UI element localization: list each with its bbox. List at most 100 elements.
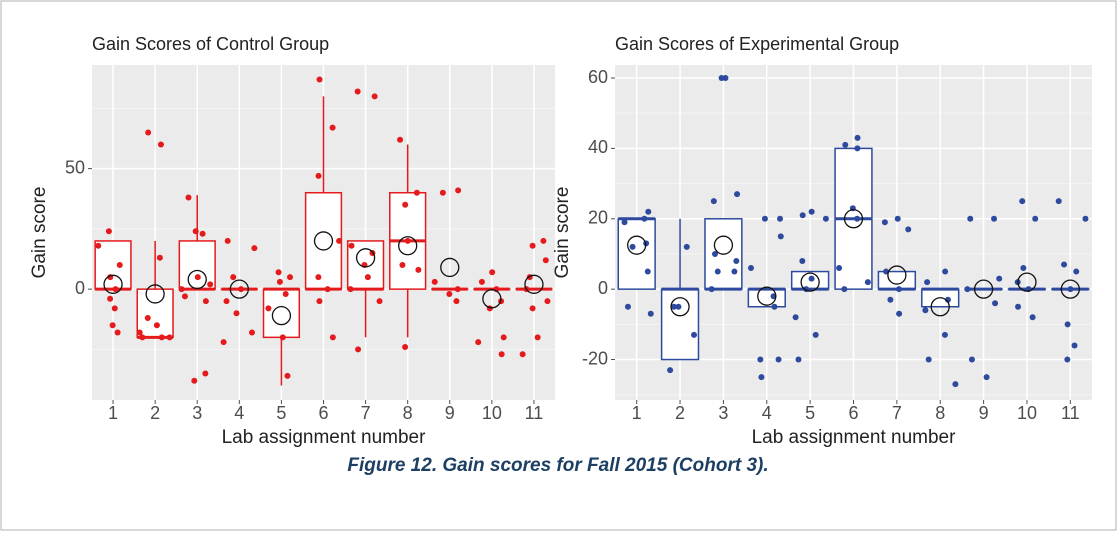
point	[186, 195, 192, 201]
box	[264, 289, 300, 337]
point	[1067, 286, 1073, 292]
point	[715, 269, 721, 275]
point	[865, 279, 871, 285]
point	[645, 209, 651, 215]
point	[203, 298, 209, 304]
x-tick-label: 9	[445, 403, 455, 423]
point	[540, 238, 546, 244]
point	[530, 305, 536, 311]
point	[630, 244, 636, 250]
point	[283, 291, 289, 297]
point	[887, 297, 893, 303]
point	[316, 298, 322, 304]
point	[625, 304, 631, 310]
x-tick-label: 11	[1061, 403, 1080, 423]
point	[95, 243, 101, 249]
point	[330, 125, 336, 131]
x-tick-label: 7	[361, 403, 371, 423]
point	[399, 262, 405, 268]
chart-title: Gain Scores of Experimental Group	[615, 34, 899, 54]
point	[855, 135, 861, 141]
point	[106, 228, 112, 234]
point	[922, 307, 928, 313]
point	[330, 334, 336, 340]
point	[265, 305, 271, 311]
point	[453, 298, 459, 304]
box	[748, 289, 785, 307]
point	[731, 269, 737, 275]
box	[137, 289, 173, 337]
point	[992, 300, 998, 306]
point	[757, 357, 763, 363]
point	[280, 334, 286, 340]
point	[402, 202, 408, 208]
point	[489, 269, 495, 275]
point	[157, 255, 163, 261]
point	[1064, 357, 1070, 363]
point	[432, 279, 438, 285]
point	[276, 269, 282, 275]
point	[446, 291, 452, 297]
point	[377, 298, 383, 304]
x-tick-label: 5	[805, 403, 815, 423]
point	[499, 351, 505, 357]
point	[799, 258, 805, 264]
point	[942, 269, 948, 275]
point	[1072, 342, 1078, 348]
caption: Figure 12. Gain scores for Fall 2015 (Co…	[347, 455, 768, 476]
point	[113, 286, 119, 292]
point	[969, 357, 975, 363]
point	[762, 216, 768, 222]
point	[836, 265, 842, 271]
point	[1065, 321, 1071, 327]
point	[158, 142, 164, 148]
point	[895, 216, 901, 222]
point	[544, 298, 550, 304]
y-axis-label: Gain score	[552, 187, 573, 279]
chart-title: Gain Scores of Control Group	[92, 34, 329, 54]
y-tick-label: -20	[582, 348, 608, 368]
point	[924, 279, 930, 285]
point	[520, 351, 526, 357]
y-tick-label: 0	[598, 278, 608, 298]
point	[622, 219, 628, 225]
y-tick-label: 60	[588, 67, 608, 87]
x-tick-label: 6	[848, 403, 858, 423]
x-tick-label: 11	[525, 403, 544, 423]
point	[648, 311, 654, 317]
point	[813, 332, 819, 338]
y-axis-label: Gain score	[29, 187, 50, 279]
point	[397, 137, 403, 143]
point	[667, 367, 673, 373]
point	[964, 286, 970, 292]
point	[405, 238, 411, 244]
point	[734, 191, 740, 197]
point	[823, 216, 829, 222]
point	[896, 311, 902, 317]
x-tick-label: 5	[276, 403, 286, 423]
point	[952, 381, 958, 387]
point	[645, 269, 651, 275]
x-axis-label: Lab assignment number	[752, 427, 957, 448]
box	[306, 193, 342, 289]
point	[984, 374, 990, 380]
point	[841, 286, 847, 292]
point	[365, 274, 371, 280]
point	[455, 286, 461, 292]
point	[195, 274, 201, 280]
x-tick-label: 2	[675, 403, 685, 423]
point	[793, 314, 799, 320]
point	[1082, 216, 1088, 222]
point	[372, 93, 378, 99]
point	[778, 233, 784, 239]
point	[691, 332, 697, 338]
point	[221, 339, 227, 345]
x-tick-label: 4	[234, 403, 244, 423]
point	[926, 357, 932, 363]
point	[809, 276, 815, 282]
point	[1073, 269, 1079, 275]
point	[800, 212, 806, 218]
point	[771, 304, 777, 310]
point	[414, 190, 420, 196]
